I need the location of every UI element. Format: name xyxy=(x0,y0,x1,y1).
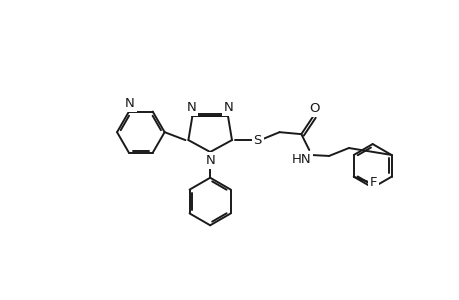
Text: N: N xyxy=(224,101,233,114)
Text: N: N xyxy=(186,101,196,114)
Text: F: F xyxy=(369,176,376,189)
Text: N: N xyxy=(205,154,215,167)
Text: HN: HN xyxy=(291,153,310,167)
Text: S: S xyxy=(253,134,261,147)
Text: N: N xyxy=(125,97,134,110)
Text: O: O xyxy=(308,102,319,115)
